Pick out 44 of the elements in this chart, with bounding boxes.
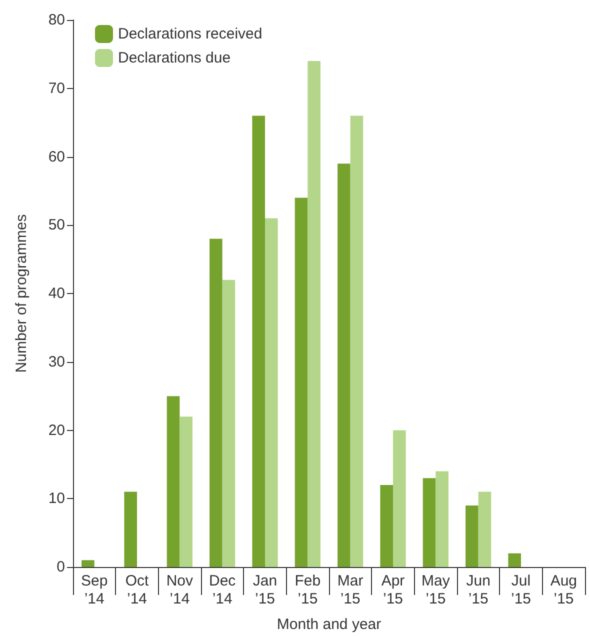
bar bbox=[422, 478, 436, 567]
y-tick-label: 40 bbox=[48, 285, 65, 302]
x-tick-label: Mar ’15 bbox=[337, 572, 364, 608]
x-tick-label: Nov ’14 bbox=[166, 572, 194, 608]
bar bbox=[380, 484, 393, 567]
y-tick-label: 50 bbox=[48, 216, 65, 234]
y-tick-label: 10 bbox=[48, 490, 65, 508]
x-tick-label: May ’15 bbox=[421, 572, 450, 608]
x-tick-label: Apr ’15 bbox=[381, 572, 405, 608]
bar bbox=[82, 560, 94, 567]
bar bbox=[308, 61, 320, 567]
bar bbox=[436, 471, 448, 567]
y-tick-label: 30 bbox=[48, 353, 65, 370]
x-tick-label: Oct ’14 bbox=[125, 572, 150, 608]
bar bbox=[124, 492, 137, 567]
x-tick-label: Jan ’15 bbox=[252, 572, 278, 608]
x-tick-label: Jul ’15 bbox=[510, 572, 532, 608]
y-tick-label: 0 bbox=[56, 558, 65, 576]
legend-label: Declarations received bbox=[118, 26, 262, 42]
bar bbox=[478, 492, 492, 567]
y-tick-label: 80 bbox=[48, 12, 65, 28]
bar bbox=[466, 505, 478, 567]
x-axis-title: Month and year bbox=[276, 616, 382, 633]
x-tick-label: Aug ’15 bbox=[550, 572, 578, 608]
bar bbox=[350, 116, 364, 567]
y-tick-label: 20 bbox=[48, 422, 65, 439]
x-tick-label: Jun ’15 bbox=[466, 572, 490, 608]
x-tick-label: Sep ’14 bbox=[80, 572, 108, 608]
bar bbox=[180, 416, 192, 567]
bar bbox=[338, 164, 350, 567]
bar bbox=[222, 280, 236, 567]
bar bbox=[265, 218, 278, 567]
bar bbox=[393, 430, 406, 567]
y-tick-label: 60 bbox=[48, 148, 65, 166]
legend-label: Declarations due bbox=[118, 50, 231, 66]
x-tick-label: Feb ’15 bbox=[294, 572, 321, 608]
y-axis-title: Number of programmes bbox=[13, 214, 30, 373]
bar bbox=[252, 116, 265, 567]
bar bbox=[166, 396, 180, 567]
bar bbox=[294, 198, 308, 567]
x-tick-label: Dec ’14 bbox=[208, 572, 236, 608]
bar bbox=[210, 238, 222, 567]
y-tick-label: 70 bbox=[48, 80, 65, 97]
bar bbox=[508, 553, 521, 567]
